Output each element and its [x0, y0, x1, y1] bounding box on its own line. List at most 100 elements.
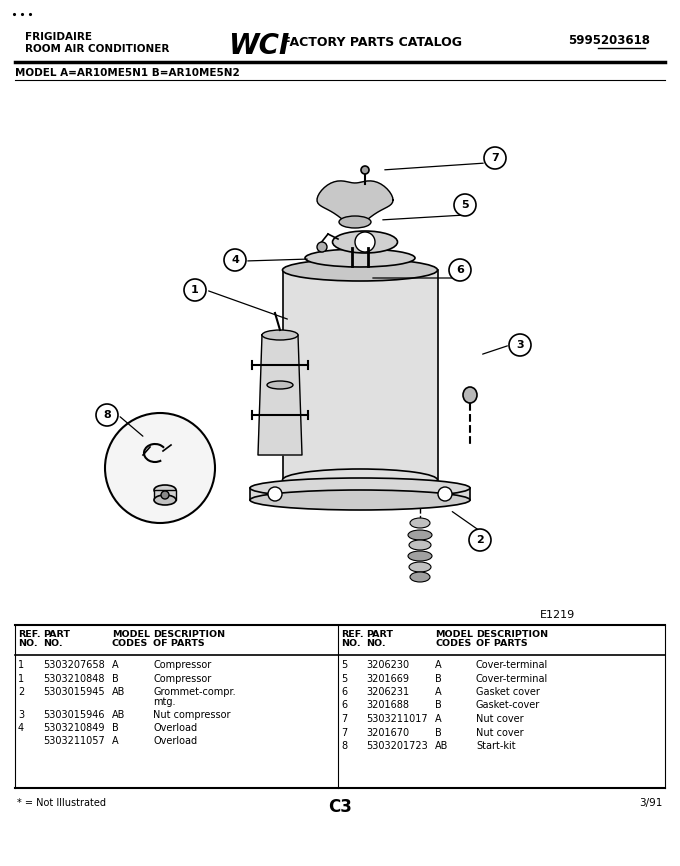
Ellipse shape: [410, 518, 430, 528]
Text: Nut compressor: Nut compressor: [153, 709, 231, 720]
Text: 3206230: 3206230: [366, 660, 409, 670]
Text: 8: 8: [103, 410, 111, 420]
Bar: [154, 490, 176, 500]
Text: NO.: NO.: [18, 639, 37, 648]
Ellipse shape: [250, 490, 470, 510]
Text: 4: 4: [231, 255, 239, 265]
Text: PART: PART: [43, 630, 70, 639]
Circle shape: [484, 147, 506, 169]
Circle shape: [224, 249, 246, 271]
Ellipse shape: [262, 330, 298, 340]
Text: 8: 8: [341, 741, 347, 751]
Text: MODEL: MODEL: [435, 630, 473, 639]
Text: mtg.: mtg.: [153, 697, 175, 707]
Ellipse shape: [154, 485, 176, 495]
Text: Cover-terminal: Cover-terminal: [476, 660, 548, 670]
Text: B: B: [112, 723, 119, 733]
Circle shape: [184, 279, 206, 301]
Text: 5303015946: 5303015946: [43, 709, 105, 720]
Polygon shape: [258, 335, 302, 455]
Text: A: A: [435, 660, 441, 670]
Text: Grommet-compr.: Grommet-compr.: [153, 687, 236, 697]
Circle shape: [268, 487, 282, 501]
Text: E1219: E1219: [540, 610, 575, 620]
Circle shape: [96, 404, 118, 426]
Text: Overload: Overload: [153, 736, 197, 746]
Text: 5303015945: 5303015945: [43, 687, 105, 697]
Polygon shape: [317, 181, 393, 227]
Text: 5303201723: 5303201723: [366, 741, 428, 751]
Text: 6: 6: [341, 701, 347, 710]
Text: NO.: NO.: [366, 639, 386, 648]
Text: * = Not Illustrated: * = Not Illustrated: [17, 798, 106, 808]
Text: 3: 3: [516, 340, 524, 350]
Text: B: B: [435, 674, 442, 683]
Text: MODEL A=AR10ME5N1 B=AR10ME5N2: MODEL A=AR10ME5N1 B=AR10ME5N2: [15, 68, 240, 78]
Text: REF.: REF.: [341, 630, 364, 639]
Text: A: A: [112, 736, 118, 746]
Circle shape: [469, 529, 491, 551]
Text: 5995203618: 5995203618: [568, 34, 650, 47]
Circle shape: [361, 166, 369, 174]
Text: OF PARTS: OF PARTS: [476, 639, 528, 648]
Ellipse shape: [409, 540, 431, 550]
Text: 7: 7: [341, 714, 347, 724]
Ellipse shape: [305, 249, 415, 267]
Text: 4: 4: [18, 723, 24, 733]
Text: Gasket cover: Gasket cover: [476, 687, 540, 697]
Text: AB: AB: [112, 687, 125, 697]
Text: 5: 5: [461, 200, 469, 210]
Text: AB: AB: [112, 709, 125, 720]
Text: Nut cover: Nut cover: [476, 714, 524, 724]
Text: 5: 5: [341, 674, 347, 683]
Text: 5303210848: 5303210848: [43, 674, 105, 683]
Text: Cover-terminal: Cover-terminal: [476, 674, 548, 683]
Ellipse shape: [410, 572, 430, 582]
Text: 7: 7: [341, 727, 347, 738]
Text: 5303211057: 5303211057: [43, 736, 105, 746]
Text: 2: 2: [18, 687, 24, 697]
Text: AB: AB: [435, 741, 448, 751]
Circle shape: [509, 334, 531, 356]
Text: Gasket-cover: Gasket-cover: [476, 701, 540, 710]
Text: C3: C3: [328, 798, 352, 816]
Text: PART: PART: [366, 630, 393, 639]
Text: A: A: [435, 714, 441, 724]
Text: Start-kit: Start-kit: [476, 741, 515, 751]
Text: B: B: [435, 701, 442, 710]
Text: B: B: [435, 727, 442, 738]
Text: 1: 1: [18, 660, 24, 670]
Text: 5303207658: 5303207658: [43, 660, 105, 670]
Text: Compressor: Compressor: [153, 674, 211, 683]
Text: 3201669: 3201669: [366, 674, 409, 683]
Ellipse shape: [282, 259, 437, 281]
Text: FRIGIDAIRE: FRIGIDAIRE: [25, 32, 92, 42]
Ellipse shape: [408, 551, 432, 561]
Text: DESCRIPTION: DESCRIPTION: [153, 630, 225, 639]
Circle shape: [161, 491, 169, 499]
Text: Compressor: Compressor: [153, 660, 211, 670]
Text: 3206231: 3206231: [366, 687, 409, 697]
Ellipse shape: [250, 478, 470, 498]
Bar: [283, 270, 438, 480]
Text: 7: 7: [491, 153, 499, 163]
Text: REF.: REF.: [18, 630, 41, 639]
Text: OF PARTS: OF PARTS: [153, 639, 205, 648]
Circle shape: [454, 194, 476, 216]
Text: Nut cover: Nut cover: [476, 727, 524, 738]
Text: 2: 2: [476, 535, 484, 545]
Text: WCI: WCI: [228, 32, 290, 60]
Text: 5303211017: 5303211017: [366, 714, 428, 724]
Text: FACTORY PARTS CATALOG: FACTORY PARTS CATALOG: [278, 36, 462, 49]
Ellipse shape: [339, 216, 371, 228]
Text: A: A: [435, 687, 441, 697]
Text: 3201688: 3201688: [366, 701, 409, 710]
Ellipse shape: [409, 562, 431, 572]
Circle shape: [438, 487, 452, 501]
Text: 3/91: 3/91: [640, 798, 663, 808]
Ellipse shape: [463, 387, 477, 403]
Text: 1: 1: [18, 674, 24, 683]
Circle shape: [105, 413, 215, 523]
Text: 6: 6: [341, 687, 347, 697]
Ellipse shape: [154, 495, 176, 505]
